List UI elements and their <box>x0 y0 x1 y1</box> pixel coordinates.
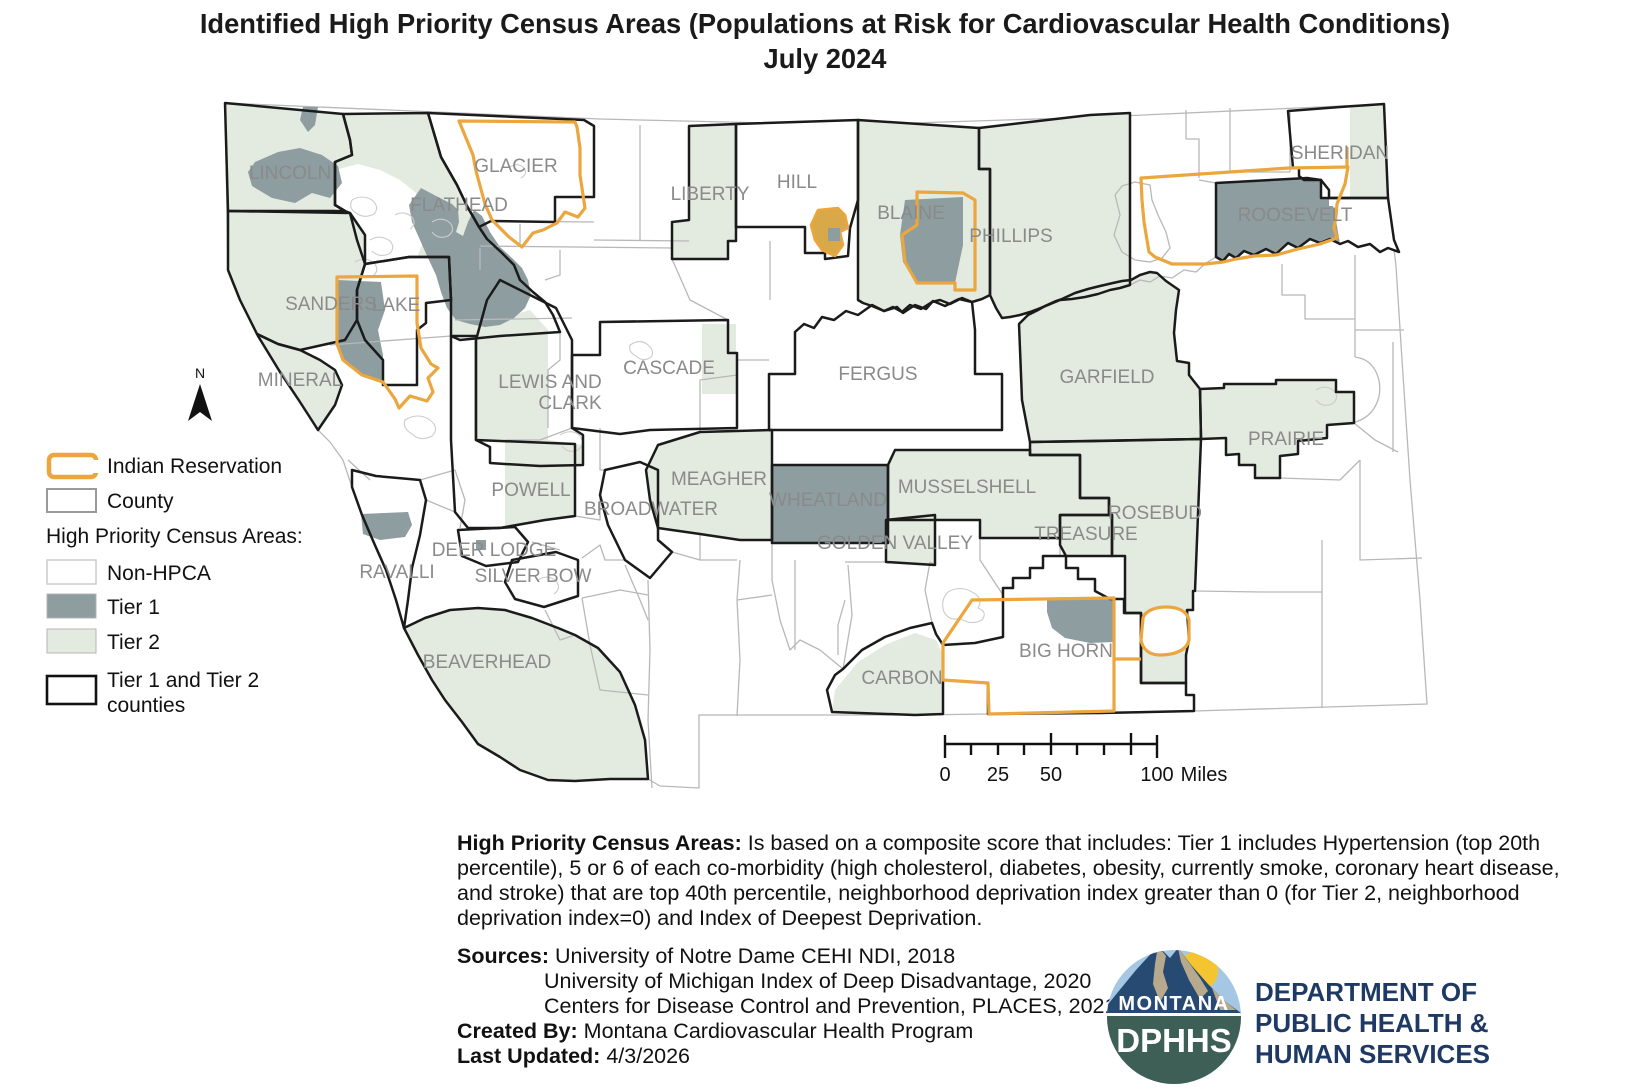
svg-text:MEAGHER: MEAGHER <box>671 469 767 490</box>
svg-text:DEER LODGE: DEER LODGE <box>432 540 557 561</box>
svg-text:100: 100 <box>1140 764 1173 786</box>
svg-text:counties: counties <box>107 694 185 717</box>
svg-text:CASCADE: CASCADE <box>623 358 715 379</box>
svg-text:SANDERS: SANDERS <box>285 294 377 315</box>
svg-text:University of Michigan Index o: University of Michigan Index of Deep Dis… <box>544 969 1091 993</box>
svg-text:Tier 1 and Tier 2: Tier 1 and Tier 2 <box>107 669 259 692</box>
svg-text:POWELL: POWELL <box>491 480 570 501</box>
svg-text:WHEATLAND: WHEATLAND <box>769 490 887 511</box>
svg-text:Tier 2: Tier 2 <box>107 631 160 654</box>
svg-text:deprivation index=0) and Index: deprivation index=0) and Index of Deepes… <box>457 906 982 930</box>
svg-text:50: 50 <box>1040 764 1062 786</box>
svg-text:MUSSELSHELL: MUSSELSHELL <box>898 477 1036 498</box>
svg-text:SILVER BOW: SILVER BOW <box>475 566 592 587</box>
svg-text:GOLDEN VALLEY: GOLDEN VALLEY <box>817 533 973 554</box>
svg-text:DPHHS: DPHHS <box>1116 1022 1232 1059</box>
svg-text:25: 25 <box>987 764 1009 786</box>
svg-text:MONTANA: MONTANA <box>1118 993 1229 1015</box>
svg-text:LINCOLN: LINCOLN <box>249 163 331 184</box>
svg-text:BROADWATER: BROADWATER <box>584 499 718 520</box>
svg-text:GLACIER: GLACIER <box>474 156 557 177</box>
svg-text:ROSEBUD: ROSEBUD <box>1108 503 1202 524</box>
svg-text:BLAINE: BLAINE <box>877 203 945 224</box>
svg-text:TREASURE: TREASURE <box>1034 524 1137 545</box>
svg-text:BIG HORN: BIG HORN <box>1019 641 1113 662</box>
svg-text:Identified High Priority Censu: Identified High Priority Census Areas (P… <box>200 8 1450 39</box>
svg-text:FERGUS: FERGUS <box>838 364 917 385</box>
svg-text:MINERAL: MINERAL <box>258 370 342 391</box>
svg-text:SHERIDAN: SHERIDAN <box>1291 143 1389 164</box>
svg-text:Centers for Disease Control an: Centers for Disease Control and Preventi… <box>544 994 1116 1018</box>
svg-text:DEPARTMENT OF: DEPARTMENT OF <box>1255 977 1477 1007</box>
svg-text:Last Updated: 4/3/2026: Last Updated: 4/3/2026 <box>457 1044 690 1068</box>
svg-text:LIBERTY: LIBERTY <box>671 184 750 205</box>
svg-text:HUMAN SERVICES: HUMAN SERVICES <box>1255 1039 1490 1069</box>
svg-text:percentile), 5 or 6 of each co: percentile), 5 or 6 of each co-morbidity… <box>457 856 1560 880</box>
svg-text:PUBLIC HEALTH &: PUBLIC HEALTH & <box>1255 1008 1489 1038</box>
svg-text:PRAIRIE: PRAIRIE <box>1248 429 1324 450</box>
svg-text:GARFIELD: GARFIELD <box>1059 367 1154 388</box>
svg-text:PHILLIPS: PHILLIPS <box>969 226 1052 247</box>
svg-text:High Priority Census Areas:: High Priority Census Areas: <box>46 525 303 548</box>
svg-text:HILL: HILL <box>777 172 817 193</box>
svg-text:RAVALLI: RAVALLI <box>359 562 434 583</box>
svg-text:BEAVERHEAD: BEAVERHEAD <box>423 652 551 673</box>
svg-text:Sources: University of Notre D: Sources: University of Notre Dame CEHI N… <box>457 944 955 968</box>
svg-text:Created By: Montana Cardiovasc: Created By: Montana Cardiovascular Healt… <box>457 1019 973 1043</box>
svg-text:LEWIS AND: LEWIS AND <box>498 372 601 393</box>
svg-text:County: County <box>107 490 174 513</box>
svg-text:Tier 1: Tier 1 <box>107 596 160 619</box>
svg-text:High Priority Census Areas: Is: High Priority Census Areas: Is based on … <box>457 831 1540 855</box>
svg-text:July 2024: July 2024 <box>764 43 888 74</box>
svg-text:Miles: Miles <box>1181 764 1228 786</box>
svg-text:Non-HPCA: Non-HPCA <box>107 562 211 585</box>
svg-text:FLATHEAD: FLATHEAD <box>410 195 508 216</box>
svg-text:CARBON: CARBON <box>861 668 942 689</box>
svg-text:Indian Reservation: Indian Reservation <box>107 455 282 478</box>
svg-text:0: 0 <box>939 764 950 786</box>
svg-text:LAKE: LAKE <box>372 295 421 316</box>
svg-text:CLARK: CLARK <box>538 393 602 414</box>
svg-text:and stroke) that are top 40th: and stroke) that are top 40th percentile… <box>457 881 1520 905</box>
svg-text:N: N <box>195 365 205 381</box>
svg-text:ROOSEVELT: ROOSEVELT <box>1238 205 1353 226</box>
